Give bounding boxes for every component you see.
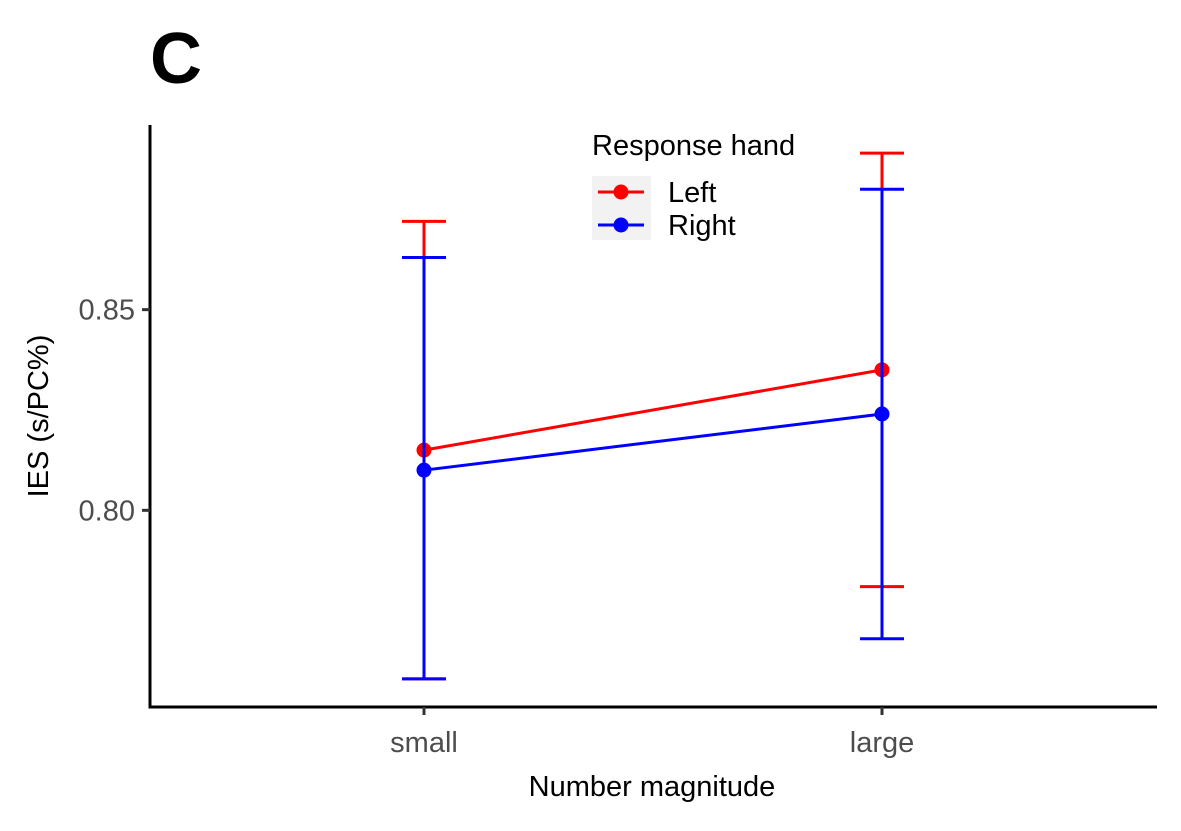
- x-axis-title: Number magnitude: [529, 771, 776, 803]
- y-ticks: 0.80 0.85: [79, 295, 150, 527]
- legend-label-right: Right: [668, 210, 736, 242]
- y-tick-label: 0.80: [79, 495, 135, 527]
- legend-key-point-left: [613, 184, 629, 200]
- legend-title: Response hand: [592, 130, 795, 162]
- panel-label: C: [150, 19, 202, 99]
- legend-label-left: Left: [668, 177, 716, 209]
- series-right: [402, 187, 904, 681]
- x-tick-label: large: [850, 727, 915, 759]
- series-left: [402, 151, 904, 681]
- y-tick-label: 0.85: [79, 295, 135, 327]
- plot-marks: [402, 151, 904, 681]
- right-point: [416, 462, 432, 478]
- x-ticks: small large: [390, 707, 914, 759]
- y-axis-title: IES (s/PC%): [23, 335, 55, 498]
- x-tick-label: small: [390, 727, 458, 759]
- left-series-line: [423, 368, 883, 452]
- right-point: [874, 406, 890, 422]
- legend-key-point-right: [613, 217, 629, 233]
- right-series-line: [423, 412, 883, 472]
